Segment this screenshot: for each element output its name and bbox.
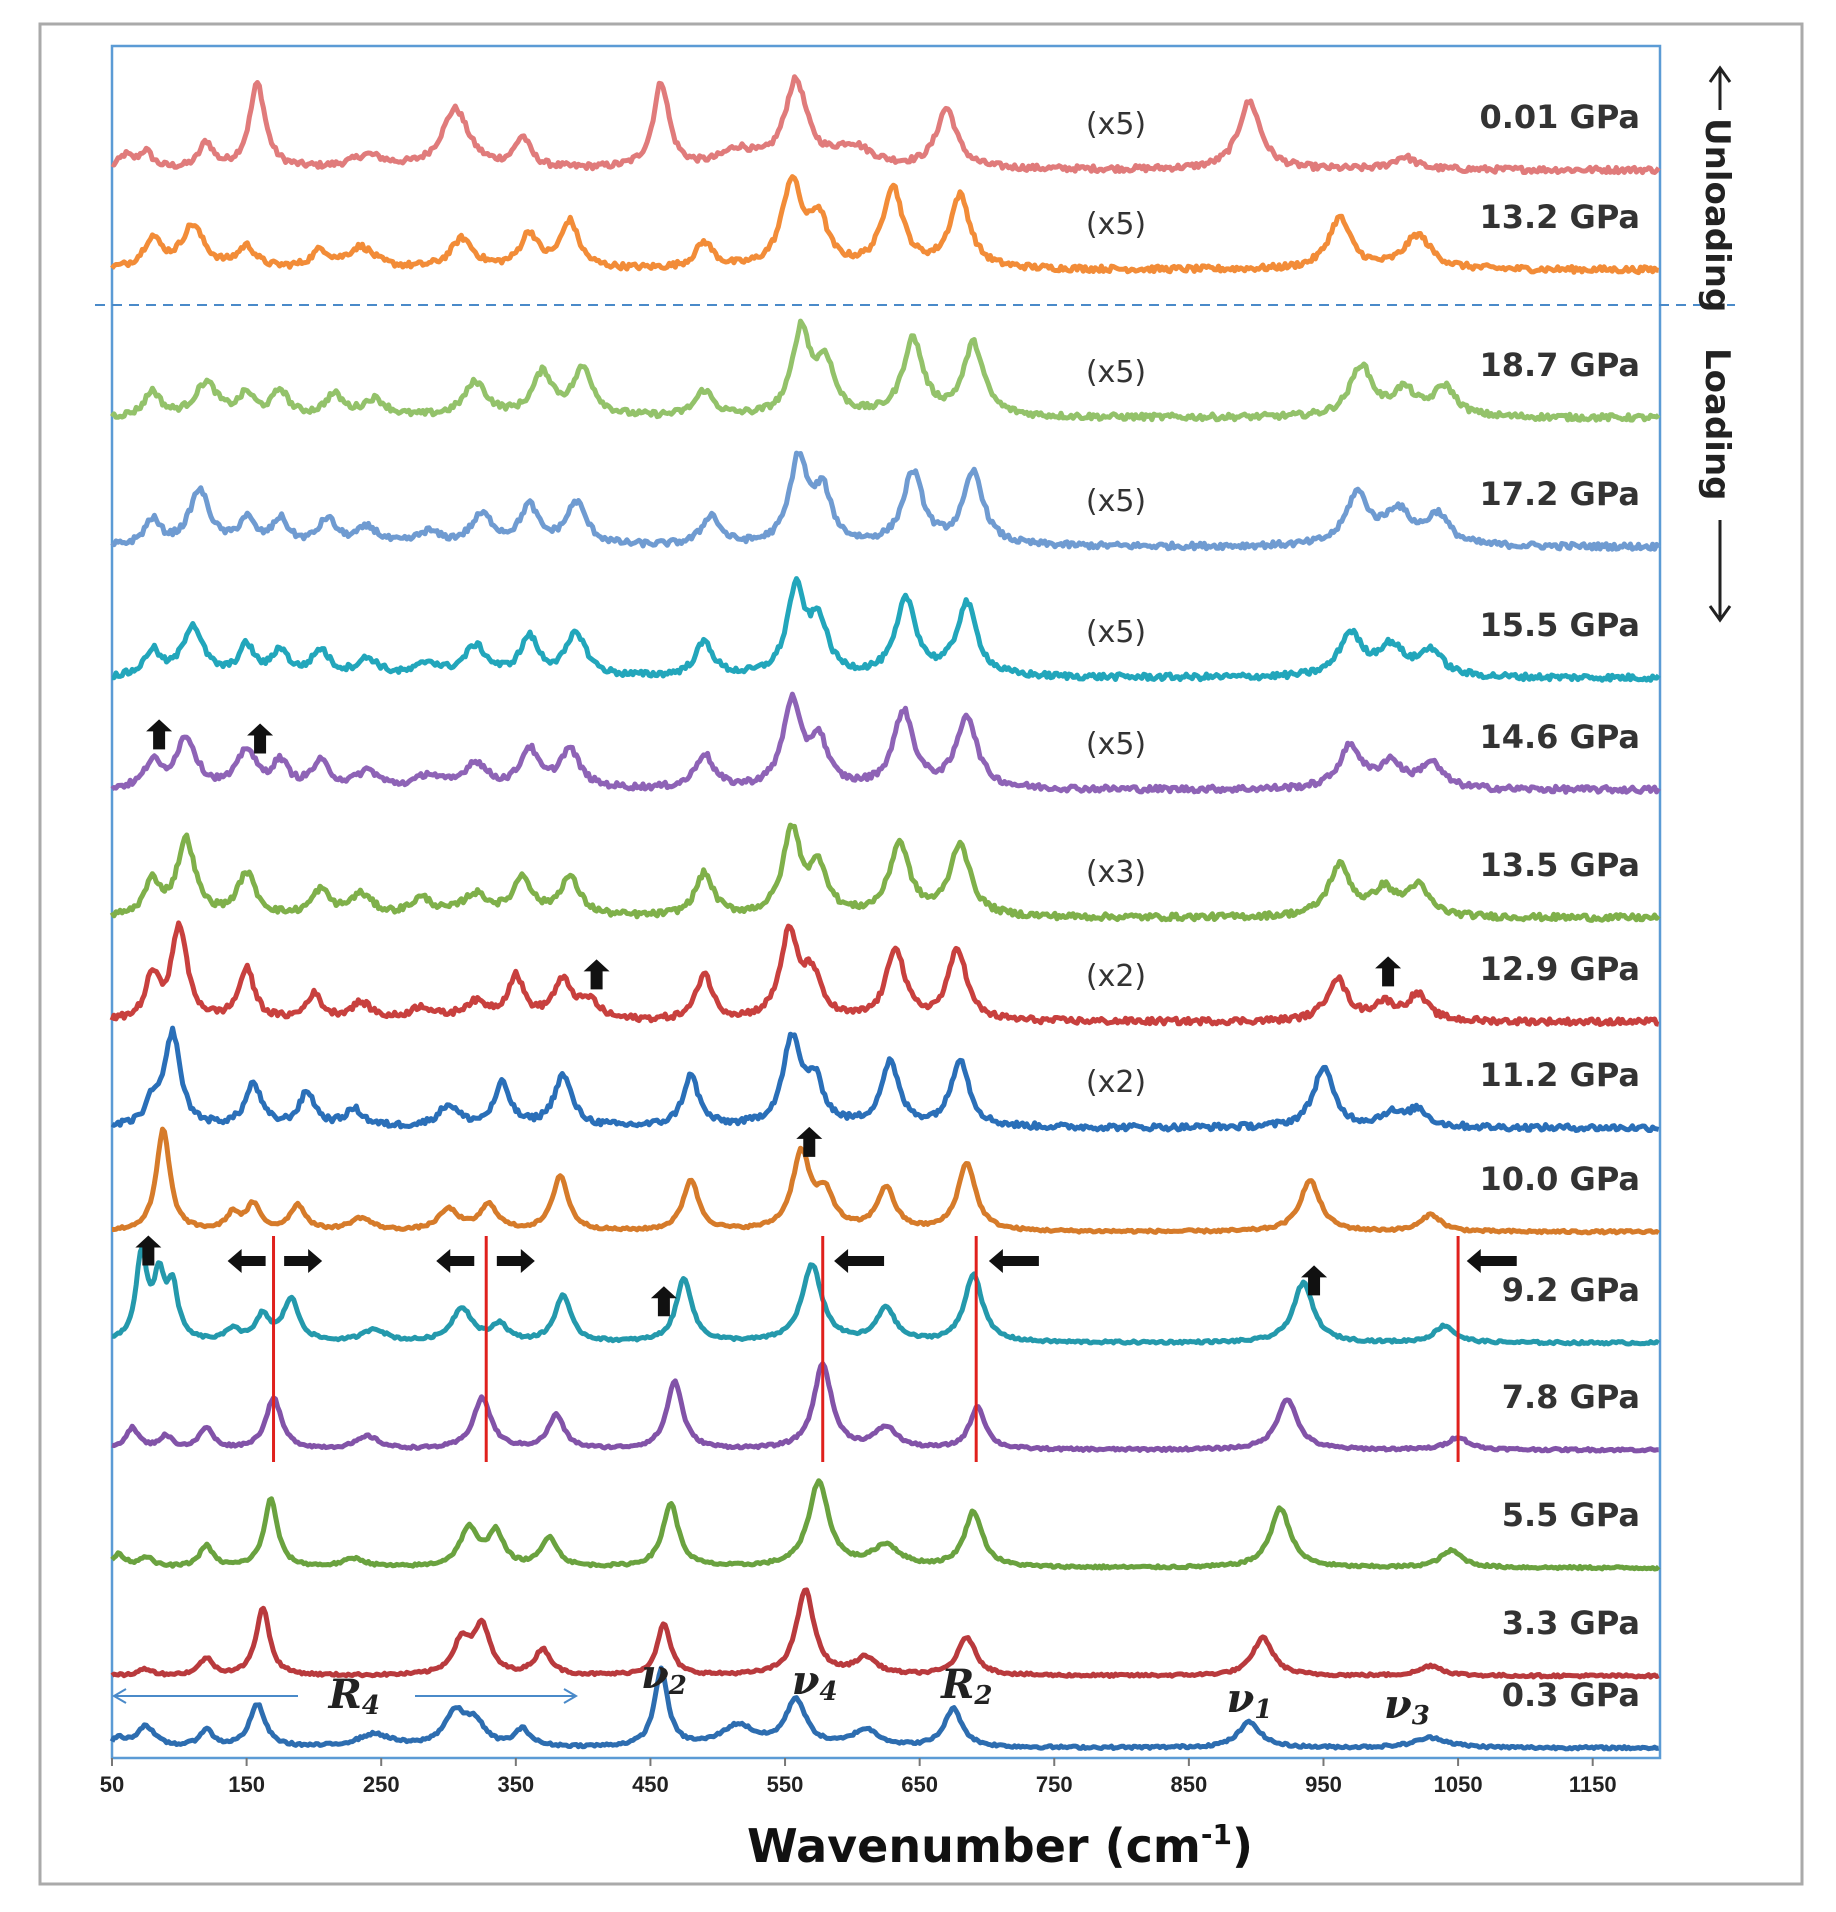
x-tick-label-1150: 1150 bbox=[1569, 1772, 1617, 1797]
x-tick-label-350: 350 bbox=[497, 1772, 534, 1797]
unloading-side-label: Unloading bbox=[1697, 65, 1737, 312]
x-tick-label-750: 750 bbox=[1036, 1772, 1073, 1797]
pressure-label-13-2-gpa: 13.2 GPa bbox=[1479, 198, 1640, 236]
figure-frame bbox=[38, 22, 1804, 1886]
x-tick-label-850: 850 bbox=[1171, 1772, 1208, 1797]
pressure-label-3-3-gpa: 3.3 GPa bbox=[1502, 1604, 1640, 1642]
x-tick-layer: 50 150 250 350 450 550 650 750 850 950 1050 1150 bbox=[100, 1758, 1617, 1797]
mode-label-r4: R4 bbox=[328, 1671, 380, 1721]
x-tick-label-250: 250 bbox=[363, 1772, 400, 1797]
spectrum-14-6-gpa bbox=[110, 691, 1661, 795]
pressure-label-15-5-gpa: 15.5 GPa bbox=[1479, 606, 1640, 644]
loading-side-label: Loading bbox=[1697, 348, 1737, 623]
mode-label-layer: R4 ν2 ν4 R2 ν1 ν3 bbox=[328, 1651, 1430, 1731]
scale-label-0-01-gpa: (x5) bbox=[1086, 107, 1146, 142]
x-tick-label-1050: 1050 bbox=[1434, 1772, 1483, 1797]
arrow-left-9-2-gpa-13 bbox=[988, 1249, 1039, 1273]
arrow-layer bbox=[135, 719, 1517, 1317]
x-tick-label-550: 550 bbox=[767, 1772, 804, 1797]
scale-label-13-5-gpa: (x3) bbox=[1086, 855, 1146, 890]
x-tick-label-650: 650 bbox=[901, 1772, 938, 1797]
spectrum-5-5-gpa bbox=[110, 1478, 1661, 1572]
plot-frame bbox=[110, 44, 1662, 1760]
scale-label-18-7-gpa: (x5) bbox=[1086, 355, 1146, 390]
unloading-label: Unloading bbox=[1697, 118, 1737, 312]
mode-label-nu1: ν1 bbox=[1227, 1675, 1273, 1725]
spectrum-13-2-gpa bbox=[110, 174, 1660, 276]
pressure-label-14-6-gpa: 14.6 GPa bbox=[1479, 718, 1640, 756]
spectrum-0-01-gpa bbox=[110, 74, 1661, 176]
mode-label-nu2: ν2 bbox=[641, 1651, 687, 1701]
scale-label-13-2-gpa: (x5) bbox=[1086, 207, 1146, 242]
arrow-up-12-9-gpa-3 bbox=[1375, 956, 1402, 987]
pressure-label-5-5-gpa: 5.5 GPa bbox=[1502, 1496, 1640, 1534]
x-tick-label-150: 150 bbox=[228, 1772, 265, 1797]
x-axis-title: Wavenumber (cm-1) bbox=[747, 1818, 1253, 1873]
pressure-label-0-01-gpa: 0.01 GPa bbox=[1479, 98, 1640, 136]
arrow-right-9-2-gpa-9 bbox=[284, 1249, 323, 1273]
pressure-label-9-2-gpa: 9.2 GPa bbox=[1502, 1271, 1640, 1309]
scale-label-12-9-gpa: (x2) bbox=[1086, 959, 1146, 994]
arrow-up-9-2-gpa-7 bbox=[1301, 1265, 1328, 1296]
spectrum-7-8-gpa bbox=[111, 1361, 1660, 1454]
pressure-label-10-0-gpa: 10.0 GPa bbox=[1479, 1160, 1640, 1198]
spectrum-18-7-gpa bbox=[109, 318, 1661, 423]
r4-range-arrow bbox=[112, 1688, 578, 1704]
pressure-label-0-3-gpa: 0.3 GPa bbox=[1502, 1676, 1640, 1714]
arrow-up-9-2-gpa-5 bbox=[135, 1235, 162, 1266]
arrow-up-12-9-gpa-2 bbox=[583, 959, 610, 990]
series-label-layer: 0.01 GPa (x5) 13.2 GPa (x5) 18.7 GPa (x5) 17.2… bbox=[1086, 98, 1640, 1714]
mode-label-nu4: ν4 bbox=[792, 1657, 838, 1707]
arrow-left-9-2-gpa-12 bbox=[834, 1249, 885, 1273]
spectrum-12-9-gpa bbox=[109, 920, 1660, 1027]
arrow-left-9-2-gpa-8 bbox=[227, 1249, 266, 1273]
spectrum-3-3-gpa bbox=[110, 1587, 1660, 1680]
x-tick-label-950: 950 bbox=[1305, 1772, 1342, 1797]
pressure-label-12-9-gpa: 12.9 GPa bbox=[1479, 950, 1640, 988]
series-layer bbox=[109, 74, 1661, 1752]
loading-label: Loading bbox=[1697, 348, 1737, 501]
pressure-label-13-5-gpa: 13.5 GPa bbox=[1479, 846, 1640, 884]
spectrum-0-3-gpa bbox=[109, 1665, 1660, 1752]
spectrum-17-2-gpa bbox=[110, 450, 1661, 552]
arrow-up-9-2-gpa-6 bbox=[650, 1286, 677, 1317]
arrow-right-9-2-gpa-11 bbox=[496, 1249, 535, 1273]
pressure-label-17-2-gpa: 17.2 GPa bbox=[1479, 475, 1640, 513]
spectrum-13-5-gpa bbox=[109, 822, 1661, 923]
arrow-left-9-2-gpa-10 bbox=[436, 1249, 475, 1273]
mode-label-r2: R2 bbox=[940, 1661, 992, 1711]
spectrum-9-2-gpa bbox=[111, 1244, 1661, 1347]
red-line-layer bbox=[272, 1236, 1460, 1462]
scale-label-11-2-gpa: (x2) bbox=[1086, 1065, 1146, 1100]
x-tick-label-450: 450 bbox=[632, 1772, 669, 1797]
arrow-up-10-0-gpa-4 bbox=[796, 1126, 823, 1157]
arrow-up-14-6-gpa-0 bbox=[146, 719, 173, 750]
arrow-up-14-6-gpa-1 bbox=[247, 723, 274, 754]
pressure-label-18-7-gpa: 18.7 GPa bbox=[1479, 346, 1640, 384]
pressure-label-11-2-gpa: 11.2 GPa bbox=[1479, 1056, 1640, 1094]
spectrum-15-5-gpa bbox=[111, 576, 1661, 683]
scale-label-14-6-gpa: (x5) bbox=[1086, 727, 1146, 762]
spectrum-10-0-gpa bbox=[111, 1126, 1661, 1236]
mode-label-nu3: ν3 bbox=[1384, 1681, 1430, 1731]
arrow-left-9-2-gpa-14 bbox=[1466, 1249, 1517, 1273]
scale-label-15-5-gpa: (x5) bbox=[1086, 615, 1146, 650]
x-tick-label-50: 50 bbox=[100, 1772, 124, 1797]
spectrum-11-2-gpa bbox=[110, 1025, 1660, 1133]
pressure-label-7-8-gpa: 7.8 GPa bbox=[1502, 1378, 1640, 1416]
scale-label-17-2-gpa: (x5) bbox=[1086, 484, 1146, 519]
